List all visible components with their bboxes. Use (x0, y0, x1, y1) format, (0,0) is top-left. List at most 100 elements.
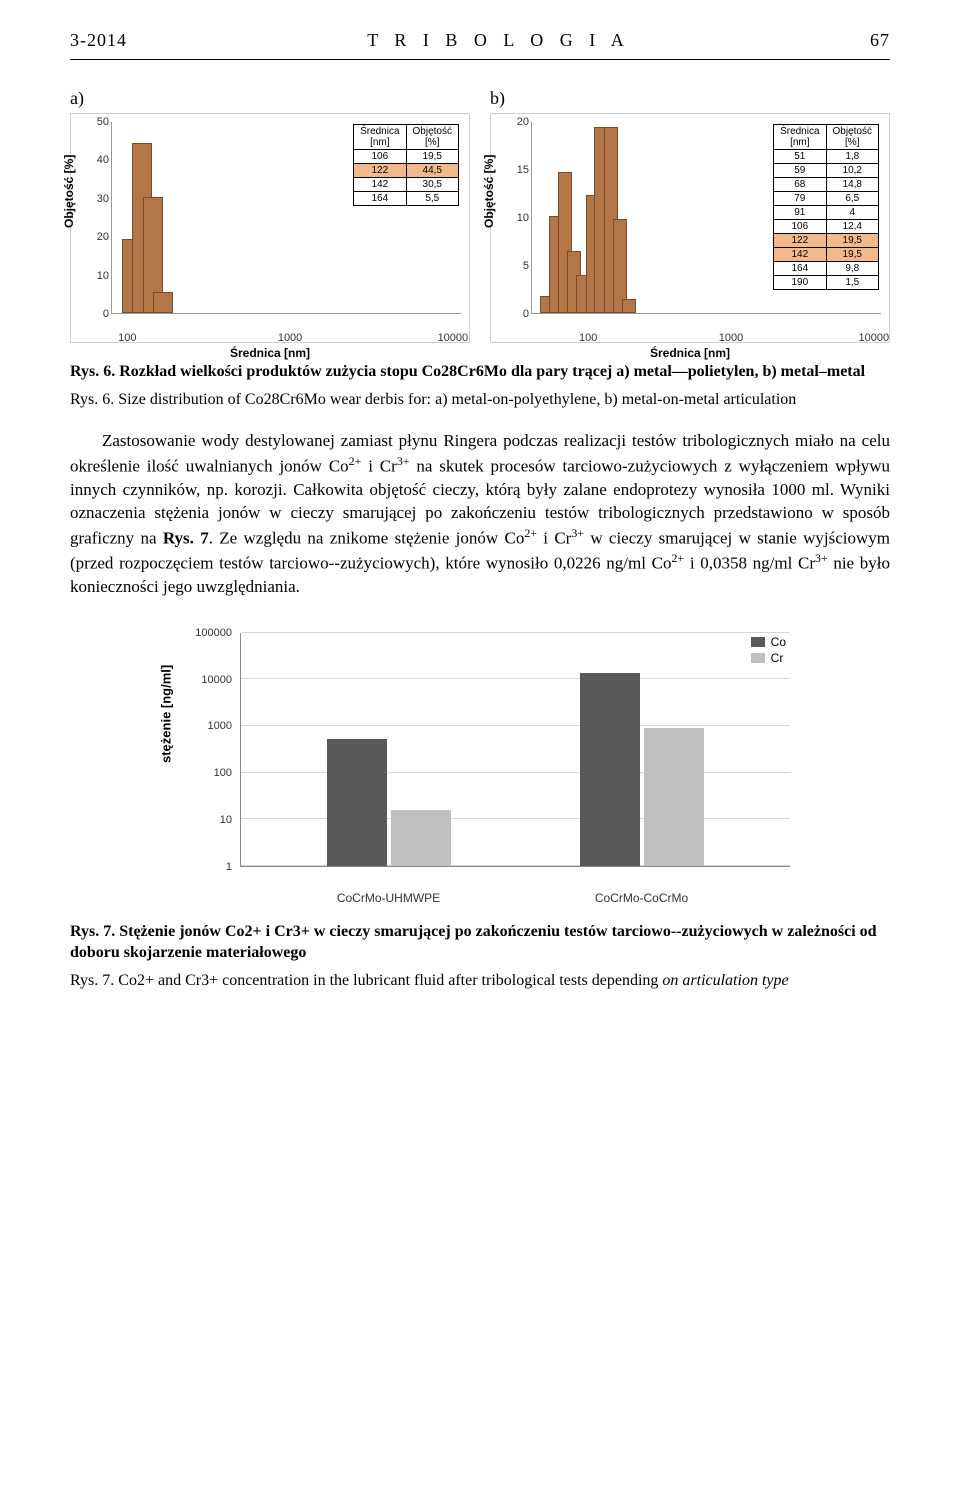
panel-a-chart: Objętość [%] 01020304050 100100010000 Śr… (70, 113, 470, 343)
issue-number: 3-2014 (70, 30, 127, 51)
body-p1e: i Cr (537, 528, 571, 547)
x-tick: 1000 (719, 332, 743, 344)
inset-cell: 51 (774, 150, 826, 164)
histogram-bar (622, 299, 636, 313)
inset-cell: 1,8 (826, 150, 878, 164)
y-tick: 0 (87, 308, 109, 320)
inset-row: 914 (774, 206, 879, 220)
y-tick: 50 (87, 116, 109, 128)
inset-header: Objętość[%] (406, 125, 458, 150)
grid-line (241, 818, 790, 819)
inset-cell: 19,5 (826, 234, 878, 248)
legend-label-co: Co (771, 635, 786, 649)
legend-label-cr: Cr (771, 651, 784, 665)
panel-a: a) Objętość [%] 01020304050 100100010000… (70, 88, 470, 343)
inset-header: Średnica[nm] (354, 125, 406, 150)
ion-y-tick: 10 (184, 814, 232, 826)
panel-b-label: b) (490, 88, 890, 109)
inset-cell: 59 (774, 164, 826, 178)
x-tick: 100 (118, 332, 136, 344)
inset-cell: 142 (774, 248, 826, 262)
inset-cell: 91 (774, 206, 826, 220)
figure-6-lead: Rys. 6. (70, 363, 115, 380)
ion-y-tick: 1000 (184, 720, 232, 732)
inset-cell: 122 (354, 164, 406, 178)
inset-row: 10619,5 (354, 150, 459, 164)
body-paragraph: Zastosowanie wody destylowanej zamiast p… (70, 430, 890, 599)
panel-a-yticks: 01020304050 (87, 122, 109, 314)
figure-7-lead: Rys. 7. (70, 923, 115, 940)
body-rys7-ref: Rys. 7 (163, 528, 209, 547)
inset-cell: 1,5 (826, 276, 878, 290)
inset-cell: 5,5 (406, 192, 458, 206)
ion-bar-co (580, 673, 640, 866)
y-tick: 0 (507, 308, 529, 320)
legend-swatch-co (751, 637, 765, 647)
figure-7-text-en-ital: on articulation type (662, 972, 788, 989)
grid-line (241, 772, 790, 773)
figure-6-caption-en: Rys. 6. Size distribution of Co28Cr6Mo w… (70, 389, 890, 411)
inset-cell: 142 (354, 178, 406, 192)
body-p1g: i 0,0358 ng/ml Cr (684, 554, 815, 573)
ion-chart-legend: Co Cr (751, 635, 786, 667)
figure-6-caption-pl: Rys. 6. Rozkład wielkości produktów zuży… (70, 361, 890, 383)
panel-a-label: a) (70, 88, 470, 109)
inset-row: 796,5 (774, 192, 879, 206)
y-tick: 15 (507, 164, 529, 176)
grid-line (241, 678, 790, 679)
x-tick: 10000 (438, 332, 469, 344)
inset-cell: 164 (774, 262, 826, 276)
ion-chart-plot (240, 633, 790, 867)
inset-cell: 12,4 (826, 220, 878, 234)
inset-cell: 106 (354, 150, 406, 164)
y-tick: 5 (507, 260, 529, 272)
grid-line (241, 632, 790, 633)
figure-7-text-en1: Co2+ and Cr3+ concentration in the lubri… (118, 972, 662, 989)
inset-row: 1649,8 (774, 262, 879, 276)
ion-x-label: CoCrMo-CoCrMo (595, 891, 688, 905)
ion-y-tick: 100 (184, 767, 232, 779)
panel-b-inset-table: Średnica[nm]Objętość[%]511,85910,26814,8… (773, 124, 879, 290)
body-p1d: . Ze względu na znikome stężenie jonów C… (209, 528, 525, 547)
x-tick: 1000 (278, 332, 302, 344)
panel-b-xlabel: Średnica [nm] (650, 346, 730, 360)
figure-7-caption-pl: Rys. 7. Stężenie jonów Co2+ i Cr3+ w cie… (70, 921, 890, 964)
ion-y-tick: 100000 (184, 627, 232, 639)
inset-header: Objętość[%] (826, 125, 878, 150)
ion-x-label: CoCrMo-UHMWPE (337, 891, 440, 905)
inset-row: 511,8 (774, 150, 879, 164)
inset-row: 1901,5 (774, 276, 879, 290)
figure-6-text-en: Size distribution of Co28Cr6Mo wear derb… (118, 391, 796, 408)
y-tick: 20 (507, 116, 529, 128)
x-tick: 10000 (859, 332, 890, 344)
figure-7-text-pl: Stężenie jonów Co2+ i Cr3+ w cieczy smar… (70, 923, 877, 962)
inset-cell: 19,5 (406, 150, 458, 164)
inset-cell: 79 (774, 192, 826, 206)
panel-b-ylabel: Objętość [%] (482, 155, 496, 228)
inset-cell: 14,8 (826, 178, 878, 192)
inset-cell: 164 (354, 192, 406, 206)
header-rule (70, 59, 890, 60)
panel-b: b) Objętość [%] 05101520 100100010000 Śr… (490, 88, 890, 343)
inset-row: 10612,4 (774, 220, 879, 234)
grid-line (241, 725, 790, 726)
panel-b-chart: Objętość [%] 05101520 100100010000 Średn… (490, 113, 890, 343)
x-tick: 100 (579, 332, 597, 344)
inset-row: 14230,5 (354, 178, 459, 192)
y-tick: 20 (87, 231, 109, 243)
inset-row: 12219,5 (774, 234, 879, 248)
inset-cell: 10,2 (826, 164, 878, 178)
ion-y-tick: 1 (184, 861, 232, 873)
page-header: 3-2014 T R I B O L O G I A 67 (70, 30, 890, 51)
panel-a-ylabel: Objętość [%] (62, 155, 76, 228)
ion-bar-cr (391, 810, 451, 866)
inset-cell: 190 (774, 276, 826, 290)
figure-6-text-pl: Rozkład wielkości produktów zużycia stop… (119, 363, 865, 380)
inset-cell: 19,5 (826, 248, 878, 262)
inset-row: 1645,5 (354, 192, 459, 206)
figure-7-lead-en: Rys. 7. (70, 972, 114, 989)
inset-row: 5910,2 (774, 164, 879, 178)
inset-row: 12244,5 (354, 164, 459, 178)
y-tick: 30 (87, 193, 109, 205)
inset-row: 6814,8 (774, 178, 879, 192)
